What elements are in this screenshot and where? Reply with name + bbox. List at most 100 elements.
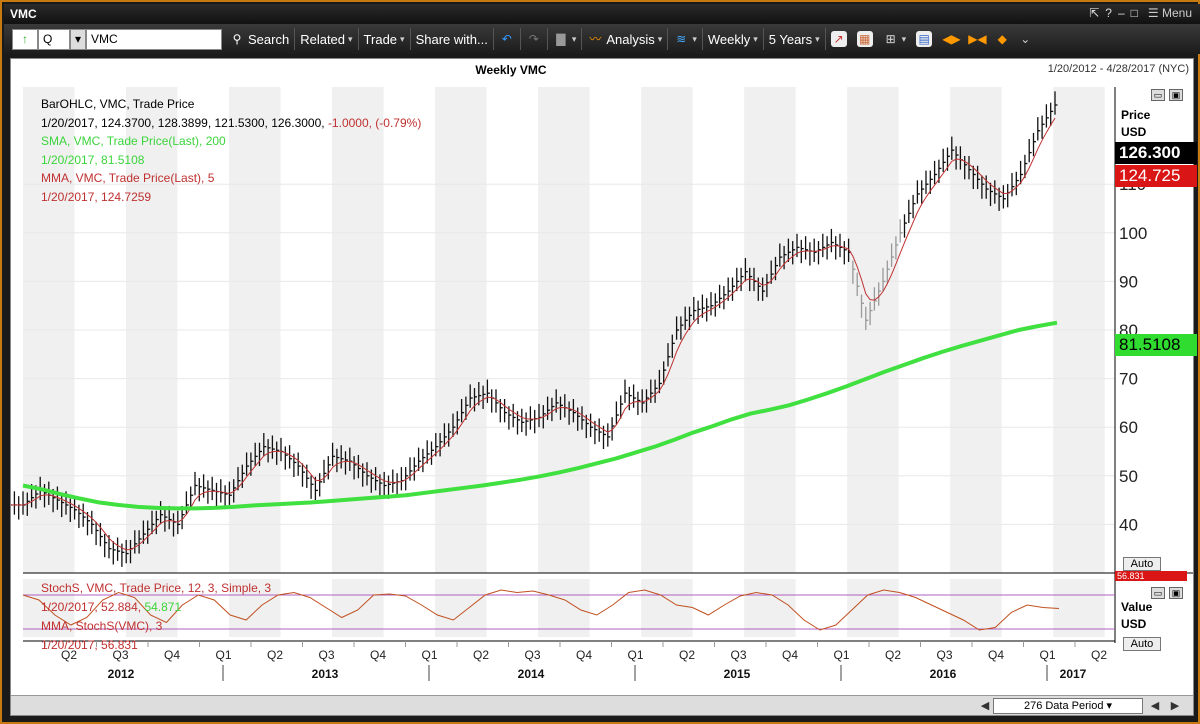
window-controls: ⇱ ? – □ ☰ Menu xyxy=(1089,6,1196,20)
search-button[interactable]: ⚲ Search xyxy=(224,28,296,50)
price-tick-label: 60 xyxy=(1119,418,1138,437)
quarter-band xyxy=(538,579,590,637)
toolbar: ↑ Q ▾ VMC ⚲ Search Related ▾ Trade ▾ Share … xyxy=(4,24,1200,54)
year-tick-label: 2013 xyxy=(312,667,339,681)
stoch-line xyxy=(22,589,1060,631)
sma-legend-value: 1/20/2017, 81.5108 xyxy=(41,152,145,167)
restore-icon[interactable]: □ xyxy=(1130,6,1138,20)
stoch-legend-values: 1/20/2017, 52.884, 54.871 xyxy=(41,600,182,614)
chart-style-button[interactable]: ↗ xyxy=(826,28,852,50)
date-range: 1/20/2012 - 4/28/2017 (NYC) xyxy=(1047,63,1189,75)
more-button[interactable]: ⌄ xyxy=(1015,28,1035,50)
stoch-restore-icon[interactable]: ▭ xyxy=(1151,587,1165,599)
bar-legend-change: -1.0000, (-0.79%) xyxy=(327,115,422,130)
quarter-tick-label: Q2 xyxy=(267,648,283,662)
periodicity-menu[interactable]: Weekly ▾ xyxy=(703,28,764,50)
help-icon[interactable]: ? xyxy=(1105,6,1112,20)
quarter-band xyxy=(435,579,487,637)
chart-title: Weekly VMC xyxy=(475,63,547,77)
related-menu[interactable]: Related ▾ xyxy=(295,28,359,50)
price-legend: BarOHLC, VMC, Trade Price 1/20/2017, 124… xyxy=(41,95,421,207)
menu-button[interactable]: ☰ Menu xyxy=(1147,6,1192,20)
price-tick-label: 100 xyxy=(1119,224,1147,243)
quarter-tick-label: Q4 xyxy=(576,648,592,662)
chart-panel: Weekly VMC 1/20/2012 - 4/28/2017 (NYC) 4… xyxy=(10,58,1197,716)
search-icon: ⚲ xyxy=(232,32,242,46)
price-tick-label: 90 xyxy=(1119,272,1138,291)
price-tick-label: 50 xyxy=(1119,467,1138,486)
scroll-left-icon[interactable]: ◀ xyxy=(980,700,990,712)
stoch-value-tag: 56.831 xyxy=(1115,571,1187,581)
scroll-end-icon[interactable]: ▶ xyxy=(1170,700,1180,712)
zoom-button[interactable]: ▶◀ xyxy=(963,28,989,50)
security-type-select[interactable]: Q xyxy=(38,28,70,50)
arrows-vertical-icon: ◆ xyxy=(997,32,1007,46)
quarter-tick-label: Q3 xyxy=(524,648,540,662)
settings-button[interactable]: ⊞ ▾ xyxy=(878,28,912,50)
quarter-band xyxy=(23,579,75,637)
quarter-tick-label: Q2 xyxy=(473,648,489,662)
title-bar: VMC ⇱ ? – □ ☰ Menu xyxy=(4,4,1200,24)
layout-button[interactable]: ▤ xyxy=(911,28,937,50)
data-period-select[interactable]: 276 Data Period ▾ xyxy=(993,698,1143,714)
last-price-tag: 126.300 xyxy=(1115,142,1197,164)
pane-restore-icon[interactable]: ▭ xyxy=(1151,89,1165,101)
up-arrow-icon[interactable]: ↑ xyxy=(12,28,38,50)
wave-icon: ≋ xyxy=(676,32,687,46)
security-selector: ↑ Q ▾ VMC xyxy=(12,28,222,50)
quarter-band xyxy=(229,579,281,637)
bottom-scroll-bar: ◀ 276 Data Period ▾ ◀ ▶ xyxy=(11,695,1193,715)
stoch-mma-value: 1/20/2017, 56.831 xyxy=(41,638,138,652)
range-menu[interactable]: 5 Years ▾ xyxy=(764,28,826,50)
grid-icon: ⊞ xyxy=(885,32,896,46)
redo-button[interactable]: ↷ xyxy=(521,28,548,50)
quarter-tick-label: Q3 xyxy=(730,648,746,662)
stoch-legend: StochS, VMC, Trade Price, 12, 3, Simple,… xyxy=(41,579,271,655)
mma-line xyxy=(11,117,1056,551)
quarter-tick-label: Q4 xyxy=(782,648,798,662)
quarter-band xyxy=(332,579,384,637)
stoch-legend-label: StochS, VMC, Trade Price, 12, 3, Simple,… xyxy=(41,581,272,595)
share-menu[interactable]: Share with... xyxy=(411,28,494,50)
value-axis-title: Value USD xyxy=(1121,600,1153,631)
price-chart[interactable]: 405060708090100110Q2Q3Q4Q1Q2Q3Q4Q1Q2Q3Q4… xyxy=(11,59,1193,695)
price-tick-label: 40 xyxy=(1119,515,1138,534)
quarter-tick-label: Q2 xyxy=(61,648,77,662)
mma-legend-value: 1/20/2017, 124.7259 xyxy=(41,189,152,204)
quarter-tick-label: Q1 xyxy=(421,648,437,662)
quarter-tick-label: Q1 xyxy=(627,648,643,662)
sma-price-tag: 81.5108 xyxy=(1115,334,1197,356)
compare-button[interactable]: ▦ xyxy=(852,28,878,50)
folder-button[interactable]: ▇ ▾ xyxy=(548,28,583,50)
analysis-menu[interactable]: 〰 Analysis ▾ xyxy=(582,28,669,50)
drawing-menu[interactable]: ≋ ▾ xyxy=(668,28,703,50)
scroll-right-icon[interactable]: ◀ xyxy=(1150,700,1160,712)
year-tick-label: 2015 xyxy=(724,667,751,681)
stoch-auto-button[interactable]: Auto xyxy=(1123,637,1161,651)
quarter-band xyxy=(126,579,178,637)
trade-menu[interactable]: Trade ▾ xyxy=(359,28,411,50)
minimize-icon[interactable]: – xyxy=(1117,6,1125,20)
quarter-tick-label: Q1 xyxy=(833,648,849,662)
scroll-left-button[interactable]: ◀▶ xyxy=(937,28,963,50)
pane-close-icon[interactable]: ▣ xyxy=(1169,89,1183,101)
bar-legend-label: BarOHLC, VMC, Trade Price xyxy=(41,97,195,111)
quarter-tick-label: Q2 xyxy=(885,648,901,662)
year-tick-label: 2012 xyxy=(108,667,135,681)
pin-icon[interactable]: ⇱ xyxy=(1089,6,1100,20)
stoch-close-icon[interactable]: ▣ xyxy=(1169,587,1183,599)
security-type-dropdown-icon[interactable]: ▾ xyxy=(70,28,86,50)
vertical-zoom-button[interactable]: ◆ xyxy=(989,28,1015,50)
redo-icon: ↷ xyxy=(528,32,539,46)
arrows-inward-icon: ▶◀ xyxy=(968,32,987,46)
quarter-band xyxy=(847,579,899,637)
year-tick-label: 2017 xyxy=(1060,667,1087,681)
undo-icon: ↶ xyxy=(501,32,512,46)
price-axis-title: Price USD xyxy=(1121,108,1151,139)
quarter-tick-label: Q1 xyxy=(215,648,231,662)
quarter-band xyxy=(1053,579,1105,637)
undo-button[interactable]: ↶ xyxy=(494,28,521,50)
sma-line xyxy=(22,320,1058,511)
price-auto-button[interactable]: Auto xyxy=(1123,557,1161,571)
ticker-input[interactable]: VMC xyxy=(86,28,222,50)
